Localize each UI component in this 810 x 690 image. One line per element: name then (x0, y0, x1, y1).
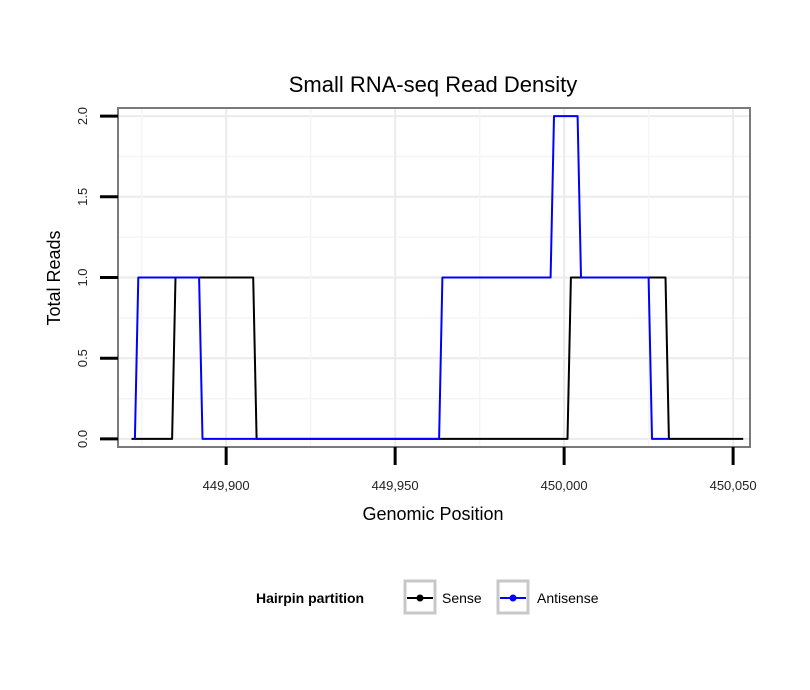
x-tick-label: 449,900 (203, 478, 250, 493)
chart-title: Small RNA-seq Read Density (289, 72, 578, 97)
x-tick-label: 449,950 (372, 478, 419, 493)
legend-key-point (416, 594, 424, 602)
y-tick-label: 0.0 (75, 430, 90, 448)
series-layer (131, 115, 744, 440)
y-tick-label: 2.0 (75, 107, 90, 125)
x-axis-title: Genomic Position (362, 504, 503, 524)
x-tick-label: 450,000 (541, 478, 588, 493)
legend-item-sense: Sense (403, 579, 482, 615)
legend: Hairpin partition Sense Antisense (256, 579, 599, 615)
x-axis: 449,900 449,950 450,000 450,050 (203, 447, 757, 493)
y-tick-label: 1.5 (75, 188, 90, 206)
y-axis-title: Total Reads (44, 230, 64, 325)
legend-label: Sense (442, 590, 482, 606)
series-line-antisense (133, 115, 669, 440)
legend-label: Antisense (537, 590, 599, 606)
y-tick-label: 0.5 (75, 349, 90, 367)
y-tick-label: 1.0 (75, 268, 90, 286)
x-tick-label: 450,050 (710, 478, 757, 493)
legend-key-point (509, 594, 517, 602)
y-axis: 0.0 0.5 1.0 1.5 2.0 (75, 107, 118, 448)
legend-title: Hairpin partition (256, 590, 364, 606)
legend-item-antisense: Antisense (496, 579, 599, 615)
